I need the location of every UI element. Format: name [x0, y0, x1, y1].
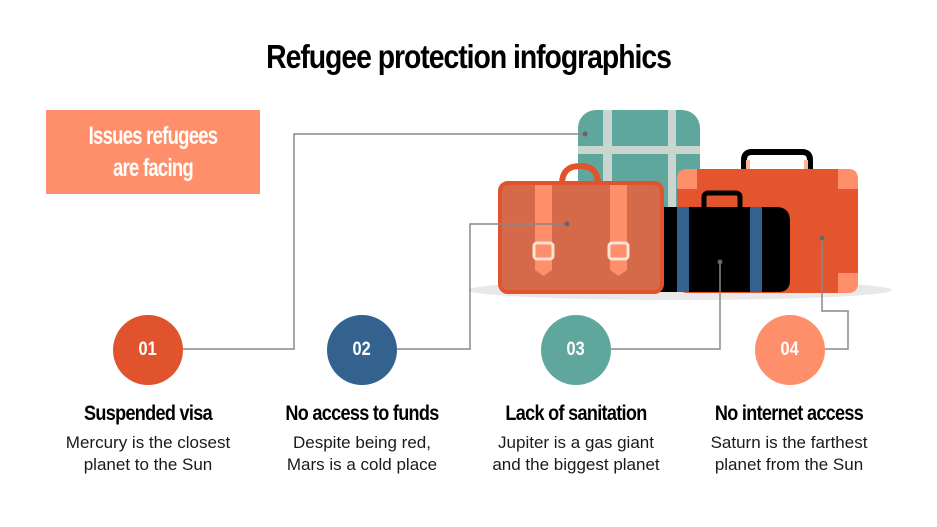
- number-circle-02: 02: [327, 315, 397, 385]
- item-description: Despite being red, Mars is a cold place: [286, 433, 438, 474]
- issues-tag-label: Issues refugees are facing: [88, 122, 218, 182]
- item-description: Mercury is the closest planet to the Sun: [65, 433, 231, 474]
- black-suitcase-icon: [655, 190, 790, 292]
- item-description: Jupiter is a gas giant and the biggest pl…: [492, 433, 660, 474]
- page-title: Refugee protection infographics: [266, 38, 672, 75]
- item-04: No internet access Saturn is the farthes…: [679, 402, 899, 476]
- item-01: Suspended visa Mercury is the closest pla…: [38, 402, 258, 476]
- item-03: Lack of sanitation Jupiter is a gas gian…: [466, 402, 686, 476]
- dot-02: [564, 221, 570, 227]
- item-heading: Lack of sanitation: [505, 402, 647, 425]
- connector-lines: [183, 133, 849, 350]
- number-circle-04: 04: [755, 315, 825, 385]
- issues-tag: Issues refugees are facing: [46, 110, 260, 194]
- brown-suitcase-icon: [498, 162, 664, 294]
- dot-04: [819, 235, 825, 241]
- connector-01: [183, 133, 585, 350]
- item-heading: Suspended visa: [84, 402, 213, 425]
- number-circle-01: 01: [113, 315, 183, 385]
- item-heading: No internet access: [714, 402, 864, 425]
- item-description: Saturn is the farthest planet from the Su…: [710, 433, 868, 474]
- dot-01: [582, 131, 588, 137]
- dot-03: [717, 259, 723, 265]
- item-heading: No access to funds: [285, 402, 439, 425]
- item-02: No access to funds Despite being red, Mar…: [252, 402, 472, 476]
- connector-03: [611, 262, 721, 350]
- number-circle-03: 03: [541, 315, 611, 385]
- connector-04: [821, 238, 849, 350]
- connector-02: [397, 223, 567, 350]
